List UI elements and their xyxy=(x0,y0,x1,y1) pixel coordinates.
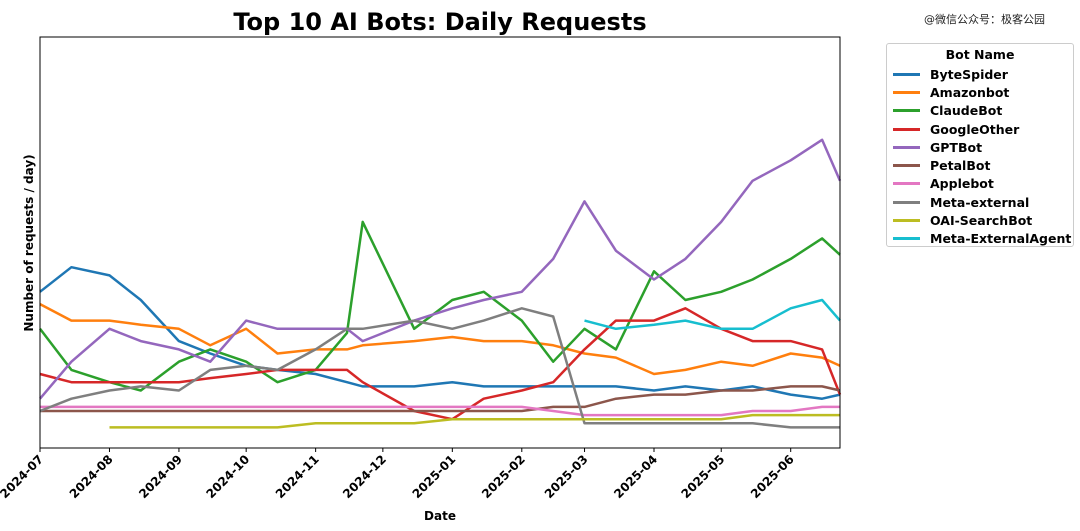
series-line-petalbot xyxy=(40,385,841,413)
series-line-gptbot xyxy=(39,138,842,400)
legend-item: GPTBot xyxy=(887,138,1073,156)
legend-swatch xyxy=(893,127,920,131)
legend-label: ClaudeBot xyxy=(930,103,1003,119)
legend-label: Amazonbot xyxy=(930,84,1010,100)
legend-item: ByteSpider xyxy=(887,65,1073,83)
x-tick-label: 2024-10 xyxy=(203,452,252,501)
x-tick-label: 2025-02 xyxy=(479,452,528,501)
series-line-meta-external xyxy=(39,307,840,429)
legend-item: Applebot xyxy=(887,175,1073,193)
legend-item: Amazonbot xyxy=(887,83,1073,101)
legend-label: GPTBot xyxy=(930,139,983,155)
x-axis-label: Date xyxy=(424,509,456,523)
legend-label: OAI-SearchBot xyxy=(930,213,1033,229)
x-tick-label: 2024-12 xyxy=(340,452,389,501)
legend-swatch xyxy=(893,145,920,149)
legend-item: Meta-external xyxy=(887,193,1073,211)
series-line-amazonbot xyxy=(39,302,841,376)
legend-label: Meta-external xyxy=(930,194,1030,210)
legend-item: OAI-SearchBot xyxy=(887,211,1073,229)
legend-swatch xyxy=(893,200,920,204)
legend-label: Applebot xyxy=(930,176,994,192)
watermark: @微信公众号：极客公园 xyxy=(924,13,1045,26)
legend-item: GoogleOther xyxy=(887,120,1073,138)
legend-swatch xyxy=(893,164,920,168)
x-tick-label: 2024-07 xyxy=(0,452,46,501)
chart-title: Top 10 AI Bots: Daily Requests xyxy=(233,8,646,36)
series-line-applebot xyxy=(40,405,840,417)
legend-label: GoogleOther xyxy=(930,121,1020,137)
y-axis-label: Number of requests / day) xyxy=(22,154,36,331)
x-tick-label: 2024-09 xyxy=(136,452,185,501)
series-lines xyxy=(39,138,842,429)
legend-title: Bot Name xyxy=(945,47,1015,62)
legend-label: ByteSpider xyxy=(930,66,1008,82)
series-line-bytespider xyxy=(39,265,841,400)
legend-swatch xyxy=(893,109,920,113)
legend-swatch xyxy=(893,182,920,186)
x-tick-label: 2025-04 xyxy=(611,452,660,501)
x-ticks: 2024-07 2024-08 2024-09 2024-10 2024-11 2024-… xyxy=(0,448,797,501)
x-tick-label: 2024-11 xyxy=(273,452,322,501)
legend-item: Meta-ExternalAgent xyxy=(887,230,1073,248)
legend-swatch xyxy=(893,219,920,223)
plot-frame xyxy=(39,36,841,449)
legend-label: PetalBot xyxy=(930,158,991,174)
series-line-claudebot xyxy=(39,220,841,392)
legend-swatch xyxy=(893,90,920,94)
x-tick-label: 2025-06 xyxy=(748,452,797,501)
legend: Bot Name ByteSpider Amazonbot ClaudeBot Goo… xyxy=(886,43,1074,247)
x-tick-label: 2025-03 xyxy=(542,452,591,501)
x-tick-label: 2025-05 xyxy=(679,452,728,501)
legend-item: ClaudeBot xyxy=(887,102,1073,120)
series-line-oai-searchbot xyxy=(109,413,840,429)
x-tick-label: 2025-01 xyxy=(410,452,459,501)
legend-item: PetalBot xyxy=(887,156,1073,174)
x-tick-label: 2024-08 xyxy=(67,452,116,501)
legend-label: Meta-ExternalAgent xyxy=(930,231,1072,247)
series-line-meta-externalagent xyxy=(584,298,841,331)
legend-swatch xyxy=(893,237,920,241)
legend-swatch xyxy=(893,72,920,76)
